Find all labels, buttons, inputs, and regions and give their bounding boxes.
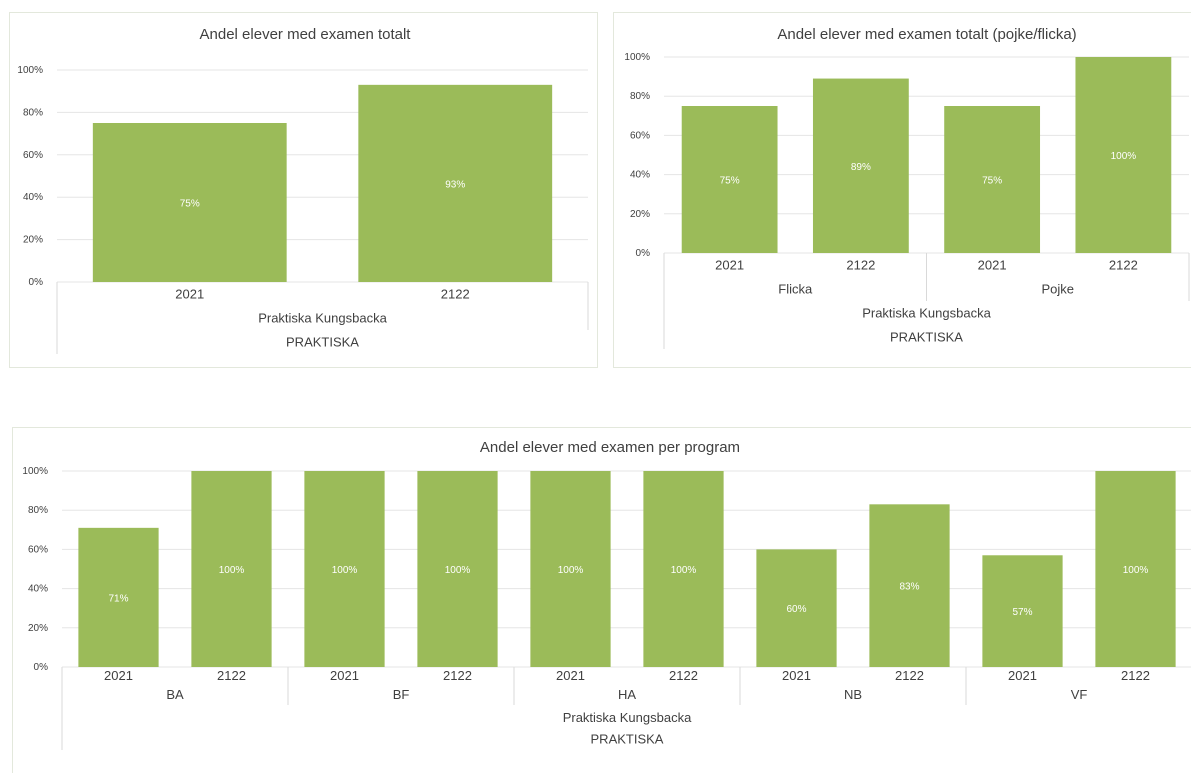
bar: [643, 471, 724, 667]
x-category-label: 2122: [441, 286, 470, 301]
y-tick-label: 20%: [630, 209, 650, 220]
y-tick-label: 0%: [34, 662, 49, 673]
x-group-label: Praktiska Kungsbacka: [258, 310, 387, 325]
x-group-label: NB: [844, 687, 862, 702]
x-group-label: BA: [166, 687, 184, 702]
bar: [1095, 471, 1176, 667]
bar: [982, 555, 1063, 667]
y-tick-label: 40%: [28, 584, 48, 595]
y-tick-label: 20%: [23, 235, 43, 246]
x-category-label: 2021: [556, 668, 585, 683]
bar: [812, 78, 909, 253]
data-label: 93%: [445, 179, 465, 190]
y-tick-label: 20%: [28, 623, 48, 634]
y-tick-label: 0%: [29, 277, 44, 288]
x-group-label: PRAKTISKA: [286, 334, 359, 349]
bar: [92, 123, 287, 282]
x-category-label: 2021: [1008, 668, 1037, 683]
chart-title: Andel elever med examen totalt: [200, 26, 412, 43]
data-label: 71%: [108, 593, 128, 604]
chart-per-program: Andel elever med examen per program 0% 20…: [22, 439, 1191, 750]
x-category-label: 2021: [175, 286, 204, 301]
data-label: 57%: [1012, 607, 1032, 618]
x-group-label: PRAKTISKA: [890, 329, 963, 344]
data-label: 100%: [219, 565, 245, 576]
bar: [417, 471, 498, 667]
y-tick-label: 60%: [630, 130, 650, 141]
bar: [78, 527, 159, 667]
data-label: 89%: [851, 162, 871, 173]
y-tick-label: 40%: [630, 170, 650, 181]
x-category-label: 2122: [217, 668, 246, 683]
data-label: 100%: [332, 565, 358, 576]
bar: [944, 106, 1041, 253]
x-group-label: Praktiska Kungsbacka: [862, 305, 991, 320]
bar: [869, 504, 950, 667]
data-label: 100%: [1123, 565, 1149, 576]
x-category-label: 2021: [330, 668, 359, 683]
y-tick-label: 100%: [624, 52, 650, 63]
data-label: 75%: [982, 176, 1002, 187]
chart-panel-pojke-flicka: Andel elever med examen totalt (pojke/fl…: [613, 12, 1191, 368]
chart-panel-per-program: Andel elever med examen per program 0% 20…: [12, 427, 1191, 773]
x-category-label: 2021: [782, 668, 811, 683]
x-group-label: VF: [1071, 687, 1088, 702]
bar: [358, 84, 553, 282]
y-tick-label: 80%: [23, 107, 43, 118]
data-label: 100%: [558, 565, 584, 576]
x-category-label: 2021: [715, 257, 744, 272]
y-tick-label: 80%: [630, 91, 650, 102]
bar: [681, 106, 778, 253]
x-category-label: 2122: [895, 668, 924, 683]
x-group-label: PRAKTISKA: [591, 732, 664, 747]
x-group-label: BF: [393, 687, 410, 702]
x-category-label: 2021: [104, 668, 133, 683]
chart-title: Andel elever med examen totalt (pojke/fl…: [777, 26, 1076, 43]
data-label: 75%: [720, 176, 740, 187]
y-tick-label: 60%: [28, 544, 48, 555]
data-label: 100%: [1111, 151, 1137, 162]
y-tick-label: 40%: [23, 192, 43, 203]
data-label: 60%: [786, 604, 806, 615]
chart-totalt: Andel elever med examen totalt 0% 20% 40% 6…: [17, 26, 589, 354]
y-tick-label: 100%: [22, 466, 48, 477]
y-tick-label: 80%: [28, 505, 48, 516]
x-category-label: 2122: [1109, 257, 1138, 272]
chart-panel-totalt: Andel elever med examen totalt 0% 20% 40% 6…: [9, 12, 598, 368]
data-label: 100%: [671, 565, 697, 576]
x-category-label: 2122: [846, 257, 875, 272]
data-label: 100%: [445, 565, 471, 576]
x-category-label: 2021: [978, 257, 1007, 272]
y-tick-label: 100%: [17, 65, 43, 76]
chart-title: Andel elever med examen per program: [480, 439, 740, 456]
bar: [304, 471, 385, 667]
y-tick-label: 60%: [23, 150, 43, 161]
x-group-label: HA: [618, 687, 636, 702]
bar: [756, 549, 837, 667]
data-label: 83%: [899, 582, 919, 593]
bar: [530, 471, 611, 667]
data-label: 75%: [180, 199, 200, 210]
chart-pojke-flicka: Andel elever med examen totalt (pojke/fl…: [624, 26, 1190, 349]
x-category-label: 2122: [1121, 668, 1150, 683]
x-group-label: Pojke: [1041, 281, 1074, 296]
x-group-label: Praktiska Kungsbacka: [563, 710, 692, 725]
y-tick-label: 0%: [636, 248, 651, 259]
bar: [1075, 57, 1172, 253]
x-category-label: 2122: [669, 668, 698, 683]
bar: [191, 471, 272, 667]
x-group-label: Flicka: [778, 281, 813, 296]
x-category-label: 2122: [443, 668, 472, 683]
